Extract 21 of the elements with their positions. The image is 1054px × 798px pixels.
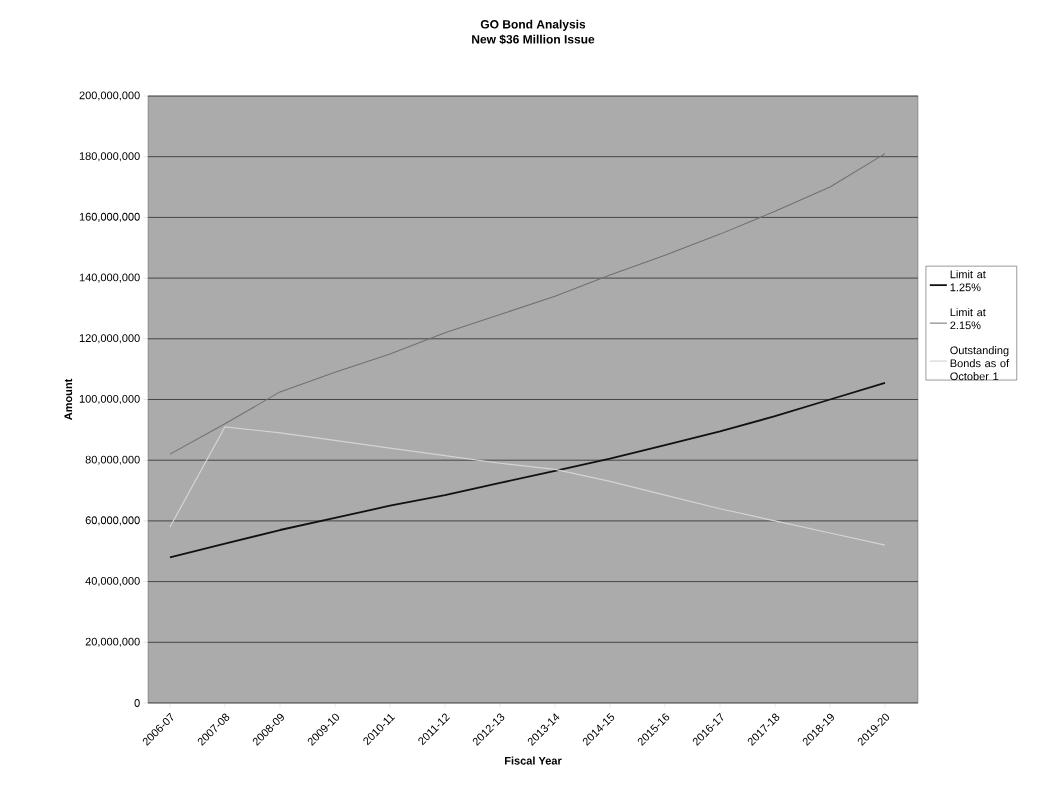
x-axis-title: Fiscal Year	[505, 756, 562, 765]
y-tick-label: 60,000,000	[85, 516, 140, 526]
y-tick-label: 0	[134, 699, 140, 707]
legend-label: Limit at 1.25%	[950, 270, 986, 292]
y-tick-label: 40,000,000	[85, 577, 140, 587]
line-series	[169, 381, 886, 559]
y-tick-label: 120,000,000	[79, 334, 140, 344]
chart-title: GO Bond Analysis	[480, 19, 586, 31]
legend-label: Limit at 2.15%	[950, 308, 986, 330]
y-axis-title: Amount	[64, 378, 73, 420]
y-tick-label: 100,000,000	[79, 394, 140, 405]
chart-subtitle: New $36 Million Issue	[472, 34, 595, 45]
y-tick-label: 200,000,000	[79, 91, 140, 101]
y-tick-label: 140,000,000	[79, 273, 140, 283]
y-tick-label: 160,000,000	[79, 212, 140, 222]
line-series	[169, 426, 886, 546]
y-tick-label: 20,000,000	[85, 637, 140, 647]
line-series	[169, 153, 886, 455]
legend-label: Outstanding Bonds as of October 1	[950, 346, 1010, 381]
y-tick-label: 80,000,000	[85, 455, 140, 465]
y-tick-label: 180,000,000	[79, 152, 140, 162]
